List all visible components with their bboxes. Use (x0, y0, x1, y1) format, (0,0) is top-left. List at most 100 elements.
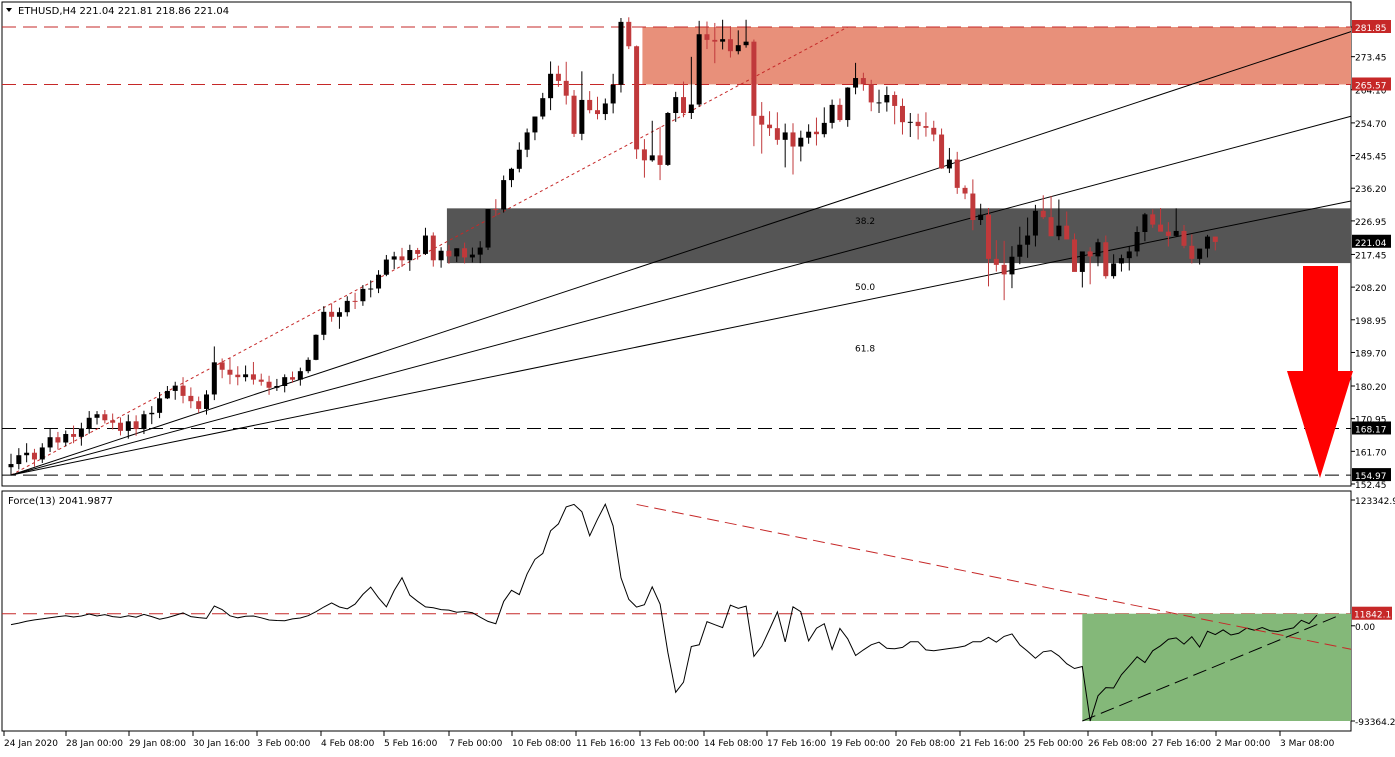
candle-body (829, 104, 835, 123)
candle-body (438, 250, 444, 261)
candle-body (508, 168, 514, 181)
candle-body (993, 258, 999, 265)
forecast-arrow (1287, 266, 1353, 478)
y-tick-label: 217.45 (1355, 251, 1387, 261)
candle-body (485, 209, 491, 248)
candle-body (1001, 264, 1007, 275)
candle-body (407, 250, 413, 261)
y-tick-label: 236.20 (1355, 185, 1387, 195)
candle-body (540, 98, 546, 117)
indicator-title: Force(13) 2041.9877 (8, 496, 113, 507)
candle-body (1087, 251, 1093, 257)
candle-body (422, 235, 428, 254)
y-tick-label: 152.45 (1355, 481, 1387, 491)
fib-fan-line-61.8 (10, 200, 1352, 476)
candle-body (454, 248, 460, 257)
price-tag-label: 265.57 (1355, 81, 1387, 91)
candle-body (376, 274, 382, 289)
candle-body (102, 414, 108, 421)
candle-body (1118, 258, 1124, 264)
candle-body (548, 73, 554, 99)
force-trendline-red-descending (636, 503, 1352, 650)
candle-body (587, 99, 593, 111)
y-tick-label: 254.70 (1355, 120, 1387, 130)
candle-body (516, 149, 522, 169)
x-tick-label: 26 Feb 08:00 (1088, 739, 1147, 749)
candle-body (939, 134, 945, 169)
candle-body (626, 21, 632, 47)
candle-body (149, 412, 155, 415)
candle-body (462, 248, 468, 258)
price-tag-box (1352, 421, 1391, 435)
candle-body (798, 137, 804, 147)
candle-body (602, 103, 608, 115)
candle-body (751, 41, 757, 116)
candle-body (986, 214, 991, 259)
x-tick-label: 21 Feb 16:00 (960, 739, 1019, 749)
candle-body (860, 78, 866, 85)
main-price-panel: 38.2 50.0 61.8 (2, 17, 1353, 478)
candle-body (305, 359, 311, 372)
price-tag-box (1352, 468, 1391, 482)
collapse-triangle-icon[interactable] (6, 8, 12, 12)
candle-body (571, 95, 577, 134)
candle-body (313, 334, 319, 360)
candle-body (469, 254, 475, 258)
candle-body (1032, 210, 1038, 236)
fib-fan-label-50.0: 50.0 (855, 283, 875, 293)
y-tick-label: 226.95 (1355, 218, 1387, 228)
candle-body (266, 381, 272, 388)
x-tick-label: 3 Feb 00:00 (257, 739, 311, 749)
candle-body (321, 311, 327, 335)
x-tick-label: 25 Feb 00:00 (1024, 739, 1083, 749)
candle-body (665, 112, 671, 165)
x-tick-label: 30 Jan 16:00 (193, 739, 250, 749)
x-tick-label: 17 Feb 16:00 (767, 739, 826, 749)
candle-body (1189, 245, 1195, 259)
candle-body (962, 187, 968, 194)
candle-body (352, 300, 358, 302)
candle-body (243, 374, 249, 378)
price-tag-label: 281.85 (1355, 24, 1387, 34)
candle-body (610, 84, 616, 104)
candle-body (47, 437, 53, 448)
candle-body (845, 87, 851, 121)
candle-body (837, 104, 843, 121)
candle-body (1009, 256, 1015, 275)
x-tick-label: 28 Jan 00:00 (66, 739, 123, 749)
candle-body (477, 247, 483, 255)
x-tick-label: 5 Feb 16:00 (384, 739, 438, 749)
candle-body (657, 155, 663, 165)
candle-body (774, 128, 780, 140)
fib-fan-trendline (10, 26, 848, 476)
candle-body (282, 377, 288, 386)
fib-fan-label-38.2: 38.2 (855, 217, 875, 227)
force-indicator-panel (2, 502, 1352, 722)
x-tick-label: 29 Jan 08:00 (129, 739, 186, 749)
candle-body (172, 385, 178, 391)
force-y-tick-label: 123342.9 (1355, 497, 1395, 507)
candle-body (1111, 263, 1117, 277)
candle-body (1072, 239, 1078, 272)
fib-fan-line-50.0 (10, 115, 1352, 476)
candle-body (595, 110, 600, 115)
candle-body (1079, 251, 1085, 272)
candle-body (1056, 225, 1062, 237)
candle-body (681, 97, 687, 113)
candle-body (55, 437, 61, 443)
candle-body (1212, 236, 1218, 242)
candle-body (1204, 236, 1210, 249)
candle-body (876, 102, 882, 104)
candle-body (1142, 214, 1148, 233)
y-tick-label: 180.20 (1355, 383, 1387, 393)
x-tick-label: 14 Feb 08:00 (704, 739, 763, 749)
y-tick-label: 273.45 (1355, 54, 1387, 64)
candle-body (164, 390, 170, 399)
candle-body (884, 94, 890, 103)
candle-body (634, 46, 640, 150)
candle-body (360, 288, 366, 302)
price-tag-label: 221.04 (1355, 239, 1387, 249)
candle-body (1181, 230, 1187, 246)
force-tag-label: 11842.11 (1354, 611, 1395, 621)
